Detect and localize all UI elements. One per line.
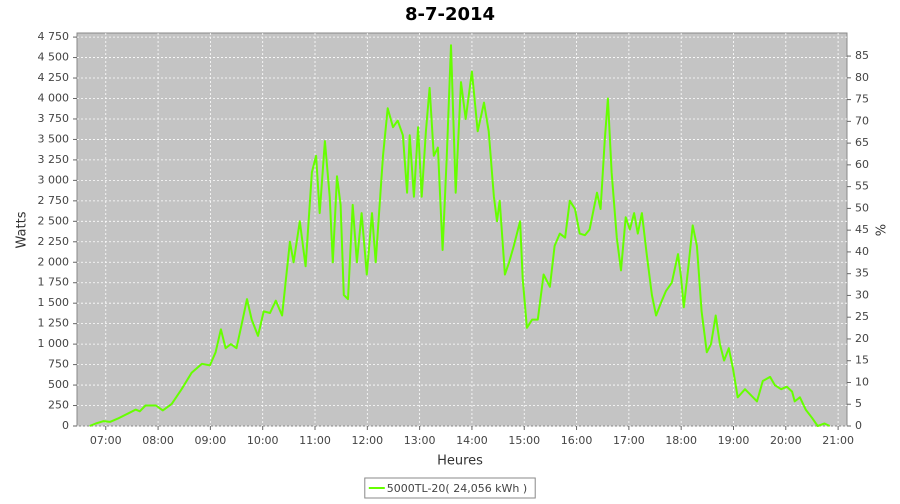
x-tick-label: 17:00 [613,434,645,447]
y-tick-label: 3 250 [38,153,70,166]
x-tick-label: 12:00 [351,434,383,447]
series-line [89,44,831,427]
x-tick-label: 20:00 [770,434,802,447]
y-tick-label: 4 750 [38,30,70,43]
y2-tick-label: 25 [855,310,869,323]
legend-box [364,477,536,499]
y2-tick-label: 10 [855,375,869,388]
x-tick-label: 19:00 [718,434,750,447]
y-tick-label: 2 500 [38,214,70,227]
y-tick-label: 250 [48,399,69,412]
y-tick-label: 4 500 [38,51,70,64]
y-tick-label: 3 750 [38,112,70,125]
y-tick-label: 2 000 [38,255,70,268]
y-tick-label: 1 750 [38,276,70,289]
y-tick-label: 1 500 [38,296,70,309]
x-tick-label: 16:00 [561,434,593,447]
x-tick-label: 09:00 [195,434,227,447]
x-tick-label: 13:00 [404,434,436,447]
y2-tick-label: 35 [855,267,869,280]
y2-tick-label: 70 [855,114,869,127]
y-tick-label: 0 [62,419,69,432]
y2-tick-label: 15 [855,354,869,367]
y-axis-label: Watts [15,211,30,248]
y2-tick-label: 80 [855,71,869,84]
y-tick-label: 4 000 [38,92,70,105]
y-tick-label: 1 000 [38,337,70,350]
chart-title: 8-7-2014 [405,4,495,25]
y-tick-label: 3 500 [38,132,70,145]
y2-tick-label: 55 [855,180,869,193]
y-tick-label: 1 250 [38,317,70,330]
y-tick-label: 500 [48,378,69,391]
y2-tick-label: 0 [855,419,862,432]
y2-tick-label: 50 [855,201,869,214]
x-tick-label: 08:00 [142,434,174,447]
y-tick-label: 2 250 [38,235,70,248]
x-tick-label: 10:00 [247,434,279,447]
y-tick-label: 4 250 [38,71,70,84]
y2-tick-label: 75 [855,93,869,106]
y2-axis-label: % [875,224,890,236]
y2-tick-label: 20 [855,332,869,345]
legend-label: 5000TL-20( 24,056 kWh ) [387,482,527,495]
y-tick-label: 750 [48,358,69,371]
y2-tick-label: 60 [855,158,869,171]
x-tick-label: 14:00 [456,434,488,447]
y2-tick-label: 85 [855,49,869,62]
y2-tick-label: 30 [855,288,869,301]
legend: 5000TL-20( 24,056 kWh ) [364,477,536,499]
y-tick-label: 2 750 [38,194,70,207]
x-tick-label: 21:00 [822,434,854,447]
y2-tick-label: 5 [855,397,862,410]
x-tick-label: 18:00 [665,434,697,447]
x-tick-label: 11:00 [299,434,331,447]
y2-tick-label: 65 [855,136,869,149]
y2-tick-label: 40 [855,245,869,258]
x-tick-label: 07:00 [90,434,122,447]
x-axis-label: Heures [437,454,483,469]
x-tick-label: 15:00 [508,434,540,447]
y2-tick-label: 45 [855,223,869,236]
y-tick-label: 3 000 [38,173,70,186]
